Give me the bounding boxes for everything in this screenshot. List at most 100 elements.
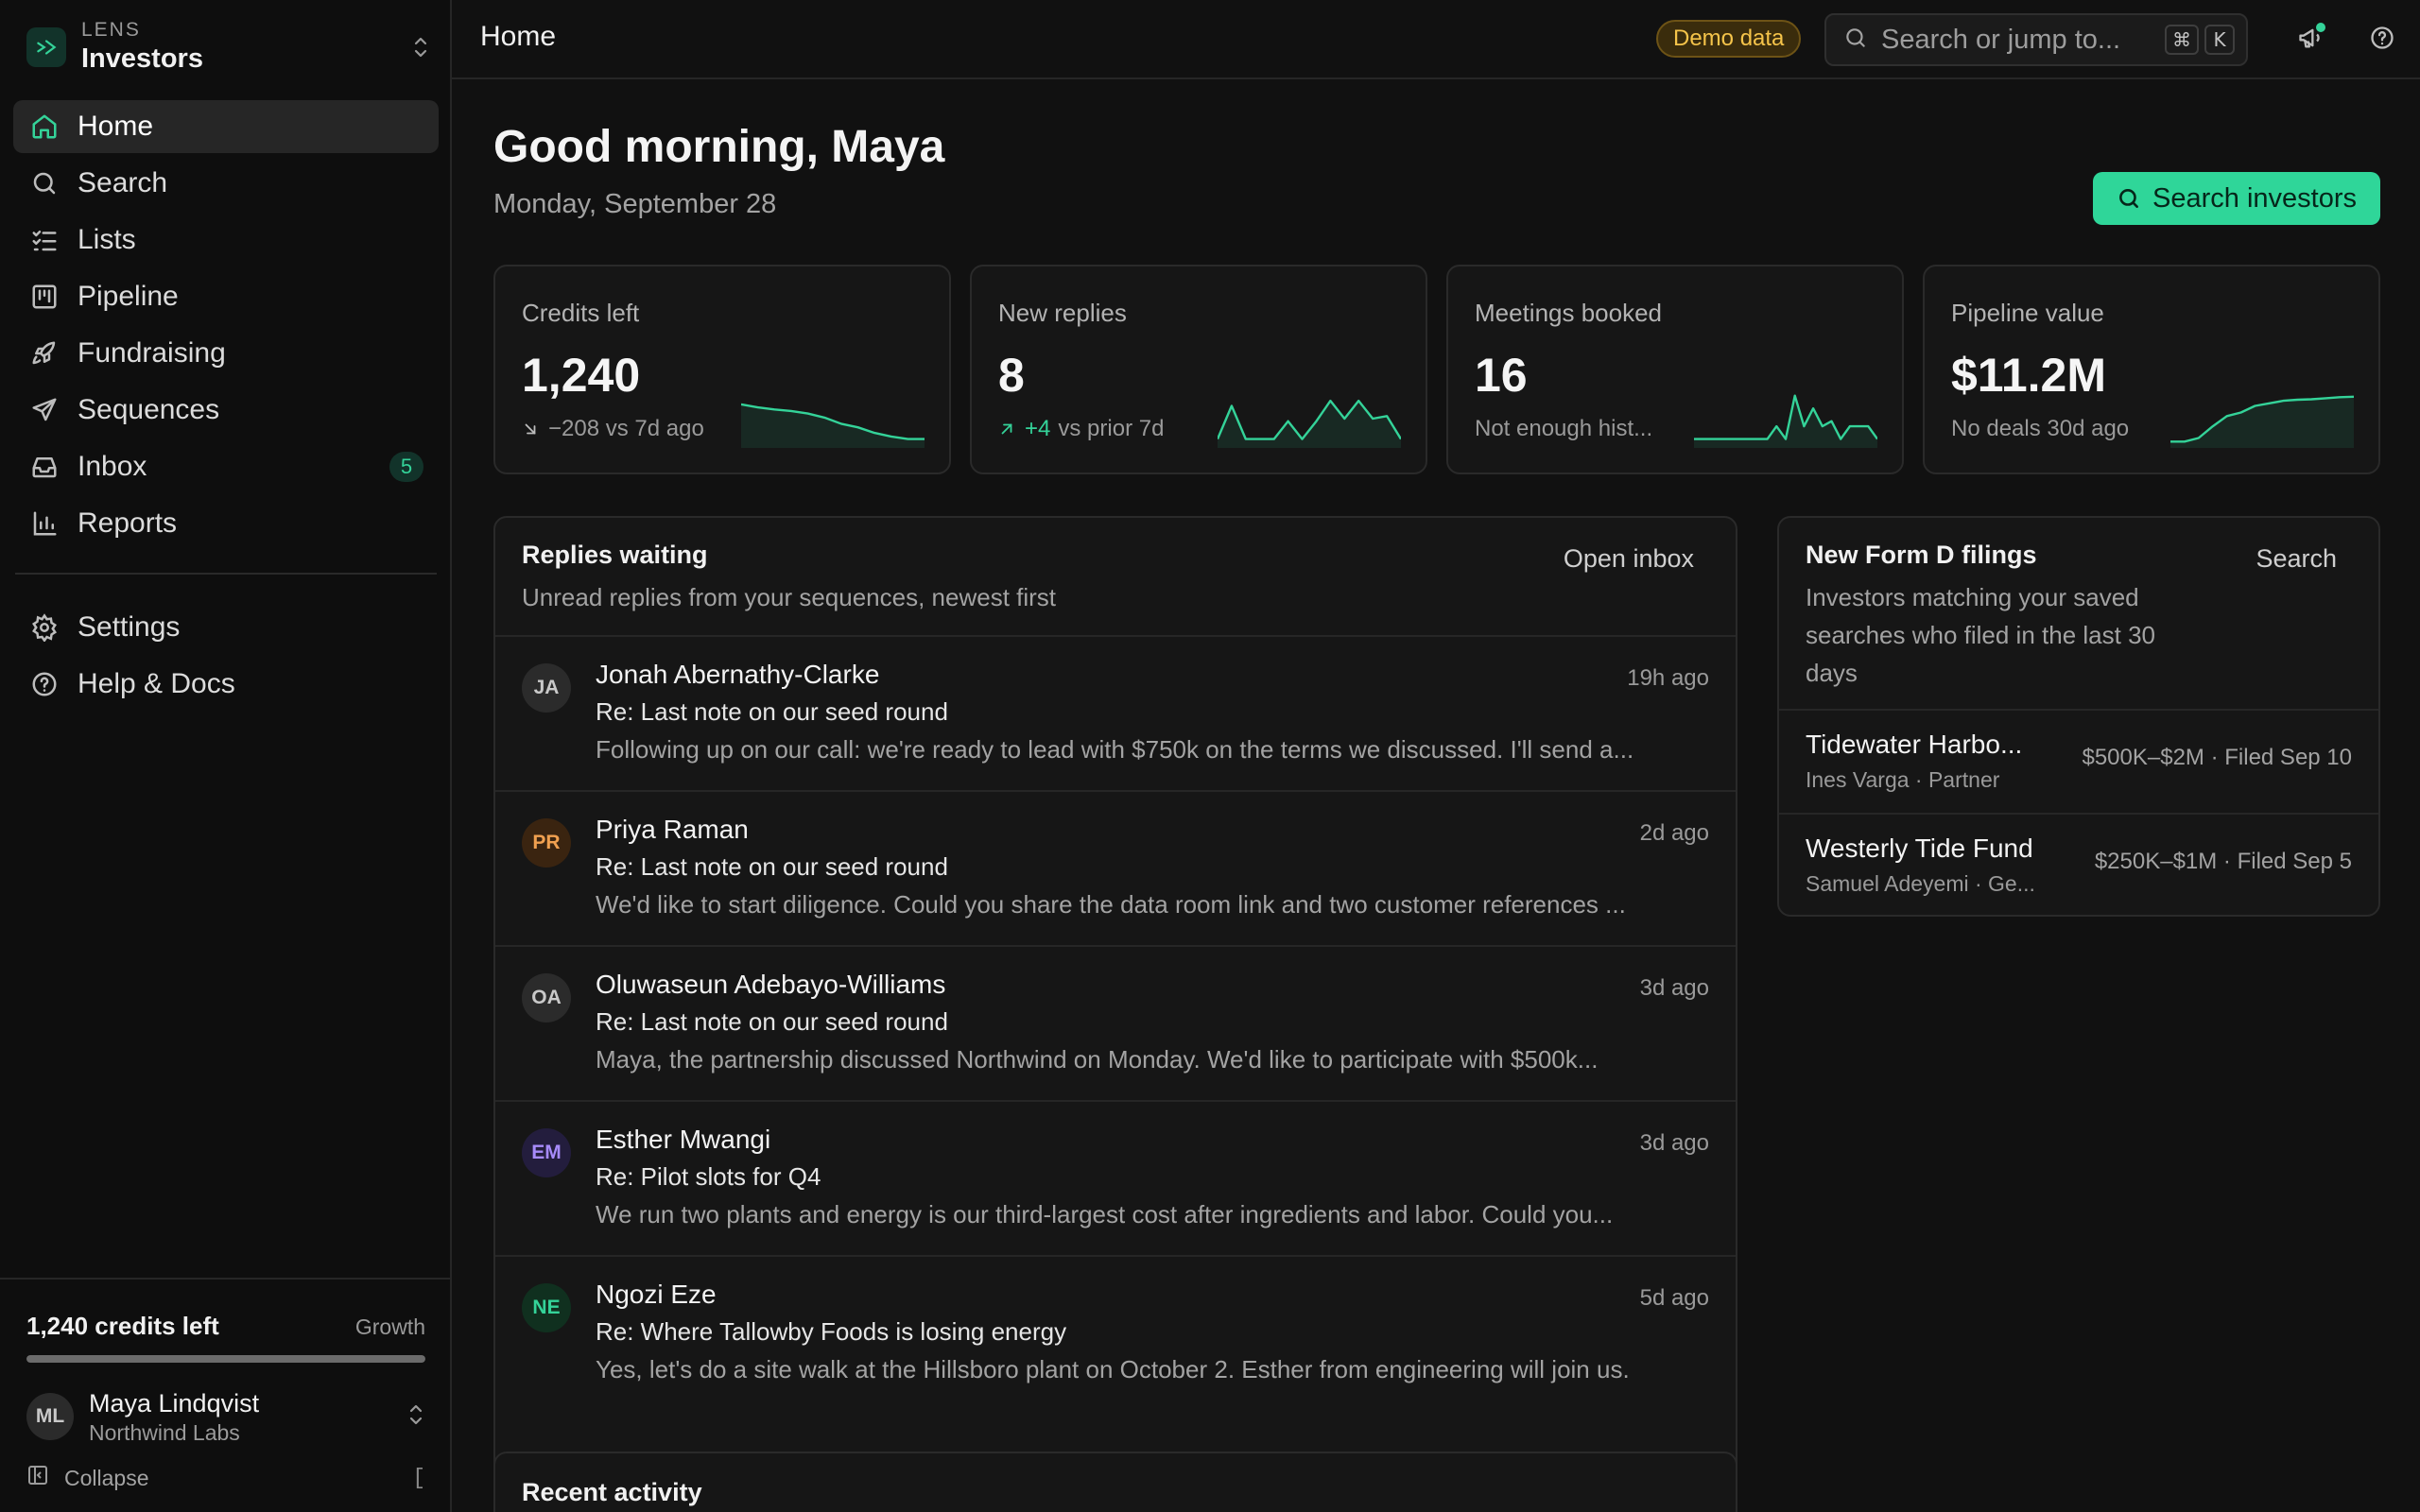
stat-label: Credits left xyxy=(522,299,640,327)
stat-label: New replies xyxy=(998,299,1127,327)
form-d-filings-panel: New Form D filings Investors matching yo… xyxy=(1777,516,2380,917)
filing-row[interactable]: Tidewater Harbo... Ines Varga · Partner … xyxy=(1779,709,2378,813)
nav-label: Search xyxy=(78,167,168,198)
fund-name: Westerly Tide Fund xyxy=(1806,833,2033,863)
sidebar-footer: 1,240 credits left Growth ML Maya Lindqv… xyxy=(0,1278,450,1512)
sparkline xyxy=(1694,394,1877,448)
reply-time: 5d ago xyxy=(1639,1285,1709,1311)
stat-card-credits[interactable]: Credits left 1,240 −208 vs 7d ago xyxy=(493,265,951,474)
reply-row[interactable]: JA Jonah Abernathy-Clarke 19h ago Re: La… xyxy=(495,635,1736,790)
arrow-up-right-icon xyxy=(998,421,1015,438)
panel-title: New Form D filings xyxy=(1806,541,2037,569)
search-investors-label: Search investors xyxy=(2152,182,2357,214)
workspace-switcher[interactable]: LENS Investors xyxy=(26,13,433,81)
chevrons-up-down-icon xyxy=(406,1401,425,1433)
reply-time: 2d ago xyxy=(1639,820,1709,846)
filing-meta: $500K–$2M · Filed Sep 10 xyxy=(2082,745,2352,770)
sparkline xyxy=(741,403,925,448)
account-switcher[interactable]: ML Maya Lindqvist Northwind Labs xyxy=(26,1383,425,1450)
collapse-sidebar-button[interactable]: Collapse [ xyxy=(26,1459,425,1497)
reply-row[interactable]: EM Esther Mwangi 3d ago Re: Pilot slots … xyxy=(495,1100,1736,1255)
credits-row: 1,240 credits left Growth xyxy=(26,1312,425,1341)
nav-item-inbox[interactable]: Inbox 5 xyxy=(13,440,439,493)
nav-item-fundraising[interactable]: Fundraising xyxy=(13,327,439,380)
top-bar: Home Demo data Search or jump to... ⌘ K xyxy=(452,0,2420,79)
reply-row[interactable]: NE Ngozi Eze 5d ago Re: Where Tallowby F… xyxy=(495,1255,1736,1410)
nav-item-reports[interactable]: Reports xyxy=(13,497,439,550)
nav-item-lists[interactable]: Lists xyxy=(13,214,439,266)
announcements-button[interactable] xyxy=(2293,23,2327,57)
stat-delta: +4 vs prior 7d xyxy=(998,416,1164,442)
sparkline-area xyxy=(741,404,925,448)
avatar: ML xyxy=(26,1393,74,1440)
nav-item-help[interactable]: Help & Docs xyxy=(13,658,439,711)
avatar: JA xyxy=(522,663,571,713)
stat-value: 8 xyxy=(998,349,1025,402)
filing-row[interactable]: Westerly Tide Fund Samuel Adeyemi · Ge..… xyxy=(1779,813,2378,915)
stat-sub-text: −208 vs 7d ago xyxy=(548,416,704,441)
help-circle-icon xyxy=(28,668,60,700)
search-investors-button[interactable]: Search investors xyxy=(2093,172,2380,225)
sparkline-area xyxy=(2170,396,2354,448)
panel-subtitle: Unread replies from your sequences, newe… xyxy=(522,583,1057,611)
sparkline xyxy=(1218,399,1401,448)
lens-logo-icon xyxy=(26,27,66,67)
current-date: Monday, September 28 xyxy=(493,189,777,219)
search-icon xyxy=(1843,26,1868,55)
search-input[interactable]: Search or jump to... ⌘ K xyxy=(1824,13,2248,66)
nav-item-sequences[interactable]: Sequences xyxy=(13,384,439,437)
stat-value: 16 xyxy=(1475,349,1528,402)
nav-label: Lists xyxy=(78,224,136,255)
open-inbox-button[interactable]: Open inbox xyxy=(1563,544,1694,573)
arrow-down-right-icon xyxy=(522,421,539,438)
user-org: Northwind Labs xyxy=(89,1420,240,1445)
inbox-icon xyxy=(28,451,60,483)
nav-item-search[interactable]: Search xyxy=(13,157,439,210)
nav-divider xyxy=(15,573,437,575)
stat-delta-value: +4 xyxy=(1025,416,1051,441)
reply-subject: Re: Last note on our seed round xyxy=(596,1007,948,1036)
stat-sub-text: No deals 30d ago xyxy=(1951,416,2130,441)
reply-preview: We'd like to start diligence. Could you … xyxy=(596,890,1626,919)
fund-name: Tidewater Harbo... xyxy=(1806,730,2023,759)
reply-row[interactable]: OA Oluwaseun Adebayo-Williams 3d ago Re:… xyxy=(495,945,1736,1100)
nav-label: Sequences xyxy=(78,394,220,425)
credits-progress xyxy=(26,1355,425,1363)
nav-item-pipeline[interactable]: Pipeline xyxy=(13,270,439,323)
help-button[interactable] xyxy=(2365,23,2399,57)
sender-name: Ngozi Eze xyxy=(596,1280,717,1309)
stat-card-replies[interactable]: New replies 8 +4 vs prior 7d xyxy=(970,265,1427,474)
stat-sub-text: Not enough hist... xyxy=(1475,416,1653,441)
search-icon xyxy=(28,167,60,199)
stat-card-pipeline[interactable]: Pipeline value $11.2M No deals 30d ago xyxy=(1923,265,2380,474)
reply-time: 3d ago xyxy=(1639,1130,1709,1156)
nav-item-settings[interactable]: Settings xyxy=(13,601,439,654)
reply-preview: Maya, the partnership discussed Northwin… xyxy=(596,1045,1599,1074)
fund-contact: Ines Varga · Partner xyxy=(1806,767,2000,792)
sender-name: Oluwaseun Adebayo-Williams xyxy=(596,970,946,999)
greeting-heading: Good morning, Maya xyxy=(493,122,945,172)
stat-label: Pipeline value xyxy=(1951,299,2104,327)
main-nav: Home Search Lists Pipeline Fundraising xyxy=(13,100,439,714)
reply-subject: Re: Pilot slots for Q4 xyxy=(596,1162,821,1191)
nav-label: Inbox xyxy=(78,451,147,482)
plan-name: Growth xyxy=(354,1314,425,1339)
main-content: Good morning, Maya Monday, September 28 … xyxy=(452,79,2420,1512)
search-placeholder: Search or jump to... xyxy=(1881,24,2121,55)
panel-title: Recent activity xyxy=(522,1478,702,1506)
stat-card-meetings[interactable]: Meetings booked 16 Not enough hist... xyxy=(1446,265,1904,474)
replies-waiting-panel: Replies waiting Unread replies from your… xyxy=(493,516,1737,1491)
reply-row[interactable]: PR Priya Raman 2d ago Re: Last note on o… xyxy=(495,790,1736,945)
sparkline-area xyxy=(1694,395,1877,448)
filings-search-button[interactable]: Search xyxy=(2256,544,2337,573)
stat-value: $11.2M xyxy=(1951,349,2107,402)
nav-item-home[interactable]: Home xyxy=(13,100,439,153)
stat-delta: −208 vs 7d ago xyxy=(522,416,704,442)
stat-label: Meetings booked xyxy=(1475,299,1663,327)
user-name: Maya Lindqvist xyxy=(89,1389,260,1418)
rocket-icon xyxy=(28,337,60,369)
sender-name: Jonah Abernathy-Clarke xyxy=(596,660,880,689)
avatar: EM xyxy=(522,1128,571,1177)
kanban-icon xyxy=(28,281,60,313)
sparkline xyxy=(2170,395,2354,448)
